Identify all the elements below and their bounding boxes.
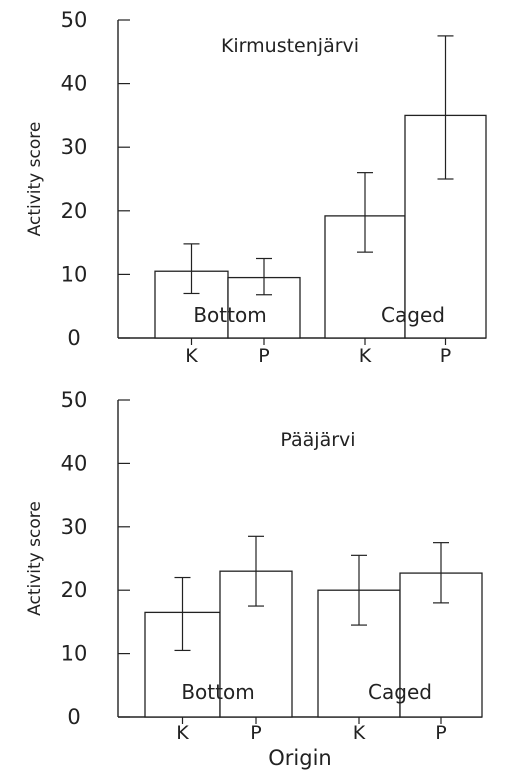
y-tick-label: 50 [61, 388, 88, 412]
y-tick-label: 50 [61, 8, 88, 32]
chart-panel-kirmustenjarvi: 0 10 20 30 40 50 Activity score K P K P Bottom Caged… [25, 8, 487, 367]
category-label: P [435, 722, 446, 744]
y-tick-label: 0 [67, 326, 80, 350]
group-label: Bottom [193, 303, 266, 327]
y-axis-title: Activity score [25, 122, 45, 237]
category-label: K [176, 722, 189, 744]
panel-title: Kirmustenjärvi [221, 35, 359, 57]
y-tick-label: 10 [61, 642, 88, 666]
bar [404, 114, 487, 339]
category-label: K [359, 345, 372, 367]
y-tick-label: 20 [61, 199, 88, 223]
chart-panel-paajarvi: 0 10 20 30 40 50 Activity score K P K P Bottom Caged… [25, 388, 483, 770]
category-label: P [440, 345, 451, 367]
category-label: P [258, 345, 269, 367]
y-tick-label: 0 [67, 705, 80, 729]
category-label: P [250, 722, 261, 744]
y-tick-label: 10 [61, 262, 88, 286]
category-label: K [353, 722, 366, 744]
group-label: Bottom [181, 680, 254, 704]
group-label: Caged [381, 303, 445, 327]
y-tick-label: 40 [61, 451, 88, 475]
y-tick-label: 30 [61, 515, 88, 539]
y-tick-label: 20 [61, 578, 88, 602]
y-tick-label: 40 [61, 72, 88, 96]
category-label: K [185, 345, 198, 367]
group-label: Caged [368, 680, 432, 704]
panel-title: Pääjärvi [280, 429, 355, 451]
x-axis-title: Origin [268, 746, 331, 770]
y-axis-title: Activity score [25, 501, 45, 616]
y-tick-label: 30 [61, 135, 88, 159]
